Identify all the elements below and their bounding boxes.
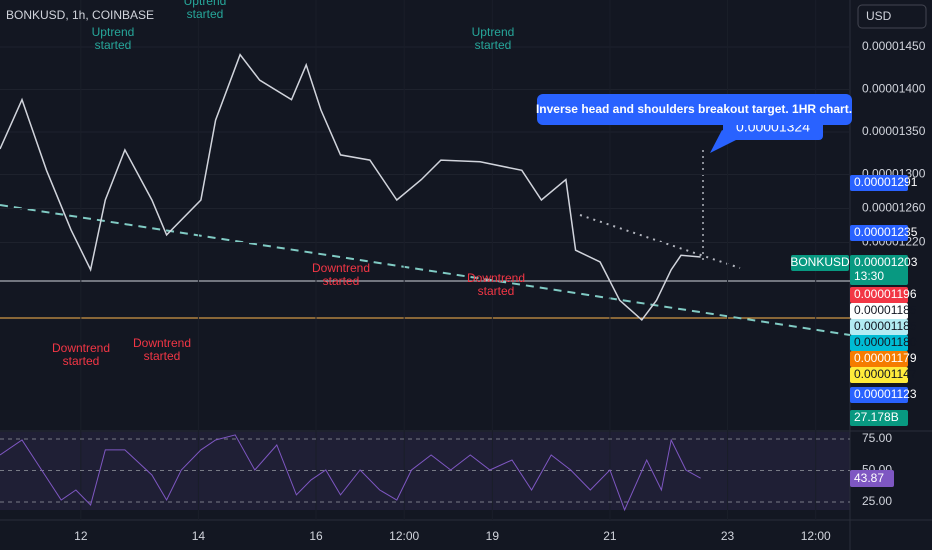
callout-pointer bbox=[710, 130, 740, 153]
annotation-line: started bbox=[95, 38, 132, 52]
rsi-line bbox=[0, 434, 701, 512]
annotation-line: Uptrend bbox=[184, 0, 227, 8]
annotation-line: started bbox=[478, 284, 515, 298]
annotation: Uptrend started bbox=[92, 25, 135, 52]
annotation: Downtrend started bbox=[467, 271, 525, 298]
x-tick-label: 12:00 bbox=[801, 529, 831, 543]
annotation-line: Uptrend bbox=[92, 25, 135, 39]
annotation-line: Downtrend bbox=[52, 341, 110, 355]
y-tick-label: 0.00001450 bbox=[862, 39, 926, 53]
annotation: Downtrend started bbox=[133, 336, 191, 363]
price-tag-box bbox=[850, 367, 908, 383]
price-tag: 0.00001185 bbox=[854, 319, 917, 333]
price-tag: 0.00001123 bbox=[854, 387, 917, 401]
annotation: Downtrend started bbox=[312, 261, 370, 288]
symbol-title: BONKUSD, 1h, COINBASE bbox=[6, 8, 154, 22]
symbol-tag: BONKUSD bbox=[790, 255, 850, 269]
annotation-line: started bbox=[323, 274, 360, 288]
annotation-line: Downtrend bbox=[467, 271, 525, 285]
annotation: Uptrend started bbox=[472, 25, 515, 52]
price-tag: 0.00001179 bbox=[854, 351, 917, 365]
price-tag: 0.00001203 bbox=[854, 255, 918, 269]
x-tick-label: 14 bbox=[192, 529, 206, 543]
rsi-pane bbox=[0, 432, 850, 510]
price-tag: 0.00001291 bbox=[854, 175, 918, 189]
y-tick-label: 0.00001350 bbox=[862, 124, 926, 138]
annotation-line: started bbox=[187, 7, 224, 21]
annotation: Downtrend started bbox=[52, 341, 110, 368]
price-tag-time: 13:30 bbox=[854, 269, 884, 283]
price-tag-box bbox=[850, 335, 908, 351]
annotation-line: started bbox=[475, 38, 512, 52]
price-tag: 0.00001185 bbox=[854, 303, 917, 317]
x-tick-label: 19 bbox=[486, 529, 500, 543]
price-tag: 0.00001147 bbox=[854, 367, 917, 381]
price-tag-box bbox=[850, 175, 908, 191]
x-tick-label: 12 bbox=[74, 529, 88, 543]
annotation-line: Uptrend bbox=[472, 25, 515, 39]
annotation-line: Downtrend bbox=[133, 336, 191, 350]
annotation-line: started bbox=[63, 354, 100, 368]
y-tick-label: 75.00 bbox=[862, 431, 892, 445]
price-tag-box bbox=[850, 351, 908, 367]
annotation: Uptrend started bbox=[184, 0, 227, 21]
trend-line bbox=[0, 204, 851, 336]
price-tag-box bbox=[850, 225, 908, 241]
currency-button[interactable] bbox=[857, 4, 927, 29]
annotation-line: Downtrend bbox=[312, 261, 370, 275]
price-tag: 27.178B bbox=[854, 410, 899, 424]
rsi-tag: 43.87 bbox=[854, 471, 884, 485]
currency-label: USD bbox=[866, 9, 892, 23]
x-tick-label: 21 bbox=[603, 529, 617, 543]
y-tick-label: 25.00 bbox=[862, 494, 892, 508]
callout-box bbox=[537, 94, 852, 125]
symbol-tag-box bbox=[791, 255, 849, 271]
y-tick-label: 0.00001400 bbox=[862, 82, 926, 96]
price-tag-box bbox=[850, 255, 908, 285]
x-tick-label: 12:00 bbox=[389, 529, 419, 543]
price-line bbox=[0, 53, 701, 322]
price-tag-box bbox=[850, 303, 908, 319]
price-tag-box bbox=[850, 319, 908, 335]
price-tag-box bbox=[850, 387, 908, 403]
plot bbox=[0, 46, 850, 512]
x-tick-label: 23 bbox=[721, 529, 735, 543]
price-tag: 0.00001196 bbox=[854, 287, 917, 301]
rsi-tag-box bbox=[850, 470, 894, 487]
price-tag: 0.00001235 bbox=[854, 225, 918, 239]
price-tag-box bbox=[850, 287, 908, 303]
x-tick-label: 16 bbox=[309, 529, 323, 543]
callout-text: Inverse head and shoulders breakout targ… bbox=[536, 102, 852, 116]
price-tag-box bbox=[850, 410, 908, 426]
neckline bbox=[579, 214, 741, 269]
annotation-line: started bbox=[144, 349, 181, 363]
y-tick-label: 0.00001260 bbox=[862, 201, 926, 215]
price-tag: 0.00001180 bbox=[854, 335, 917, 349]
